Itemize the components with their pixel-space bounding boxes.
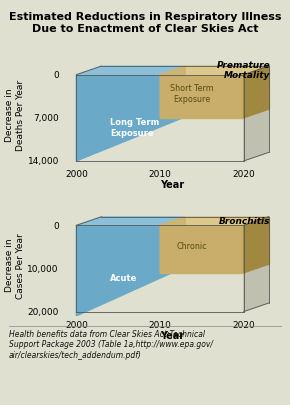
Text: Acute: Acute: [110, 274, 137, 283]
Polygon shape: [76, 217, 269, 225]
X-axis label: Year: Year: [160, 181, 185, 190]
Polygon shape: [76, 217, 269, 225]
Polygon shape: [160, 217, 269, 225]
Text: Health benefits data from Clear Skies Act:Technical
Support Package 2003 (Table : Health benefits data from Clear Skies Ac…: [9, 330, 213, 360]
Polygon shape: [76, 66, 269, 75]
Polygon shape: [160, 217, 185, 273]
Polygon shape: [244, 217, 269, 273]
Polygon shape: [160, 75, 244, 118]
Polygon shape: [244, 66, 269, 118]
Text: Chronic: Chronic: [177, 242, 207, 251]
Y-axis label: Decrease in
Deaths Per Year: Decrease in Deaths Per Year: [6, 79, 25, 151]
Text: Estimated Reductions in Respiratory Illness
Due to Enactment of Clear Skies Act: Estimated Reductions in Respiratory Illn…: [9, 12, 281, 34]
Polygon shape: [244, 217, 269, 311]
Polygon shape: [76, 66, 269, 75]
Polygon shape: [160, 66, 269, 75]
Y-axis label: Decrease in
Cases Per Year: Decrease in Cases Per Year: [5, 233, 25, 298]
Polygon shape: [76, 75, 244, 161]
Text: Long Term
Exposure: Long Term Exposure: [110, 119, 159, 138]
Polygon shape: [244, 66, 269, 93]
Polygon shape: [76, 225, 244, 316]
Polygon shape: [160, 225, 244, 273]
Polygon shape: [244, 217, 269, 241]
X-axis label: Year: Year: [160, 331, 185, 341]
Text: Bronchitis: Bronchitis: [219, 217, 270, 226]
Polygon shape: [160, 66, 185, 118]
Polygon shape: [244, 66, 269, 161]
Polygon shape: [185, 66, 269, 109]
Text: Premature
Mortality: Premature Mortality: [217, 61, 270, 80]
Text: Short Term
Exposure: Short Term Exposure: [170, 84, 214, 104]
Polygon shape: [185, 217, 269, 264]
